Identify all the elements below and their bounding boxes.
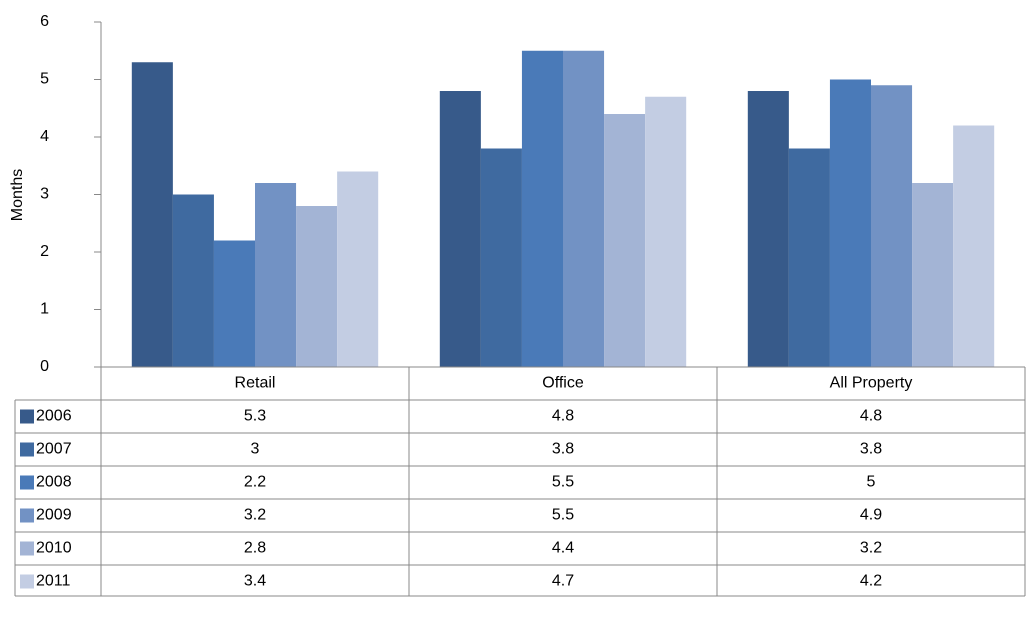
bar — [747, 91, 789, 367]
x-tick-label: Retail — [235, 375, 276, 392]
table-cell: 4.7 — [552, 573, 574, 590]
table-cell: 3.4 — [244, 573, 266, 590]
bar — [604, 114, 646, 367]
y-tick-label: 3 — [40, 186, 49, 203]
table-cell: 3.8 — [860, 441, 882, 458]
table-cell: 3.2 — [860, 540, 882, 557]
y-tick-label: 0 — [40, 358, 49, 375]
table-cell: 4.8 — [552, 408, 574, 425]
table-cell: 2.2 — [244, 474, 266, 491]
bar — [788, 148, 830, 367]
table-cell: 5.3 — [244, 408, 266, 425]
bar — [829, 79, 871, 367]
table-cell: 5.5 — [552, 474, 574, 491]
bar — [131, 62, 173, 367]
legend-swatch — [20, 475, 34, 490]
legend-label: 2006 — [36, 408, 72, 425]
x-tick-label: All Property — [830, 375, 913, 392]
table-cell: 4.8 — [860, 408, 882, 425]
y-axis-label: Months — [9, 169, 26, 221]
y-tick-label: 5 — [40, 71, 49, 88]
legend-swatch — [20, 508, 34, 523]
legend-label: 2008 — [36, 474, 72, 491]
legend-label: 2011 — [36, 573, 71, 590]
table-cell: 3.2 — [244, 507, 266, 524]
table-cell: 2.8 — [244, 540, 266, 557]
table-cell: 5.5 — [552, 507, 574, 524]
y-tick-label: 4 — [40, 128, 49, 145]
legend-swatch — [20, 409, 34, 424]
table-cell: 3 — [251, 441, 260, 458]
y-tick-label: 1 — [40, 301, 49, 318]
legend-swatch — [20, 541, 34, 556]
bar — [953, 125, 995, 367]
bar — [912, 183, 954, 367]
bar — [563, 50, 605, 367]
table-cell: 4.9 — [860, 507, 882, 524]
legend-swatch — [20, 442, 34, 457]
bar — [871, 85, 913, 367]
bar — [172, 194, 214, 367]
legend-swatch — [20, 574, 34, 589]
bar — [337, 171, 379, 367]
table-cell: 4.2 — [860, 573, 882, 590]
bar — [213, 240, 255, 367]
bar — [645, 96, 687, 367]
legend-label: 2007 — [36, 441, 72, 458]
legend-label: 2009 — [36, 507, 72, 524]
table-cell: 4.4 — [552, 540, 574, 557]
table-cell: 3.8 — [552, 441, 574, 458]
bar — [439, 91, 481, 367]
table-cell: 5 — [867, 474, 876, 491]
y-tick-label: 2 — [40, 243, 49, 260]
bar — [255, 183, 297, 367]
bar — [296, 206, 338, 367]
bar — [480, 148, 522, 367]
x-tick-label: Office — [542, 375, 584, 392]
legend-label: 2010 — [36, 540, 72, 557]
bar — [521, 50, 563, 367]
y-tick-label: 6 — [40, 13, 49, 30]
